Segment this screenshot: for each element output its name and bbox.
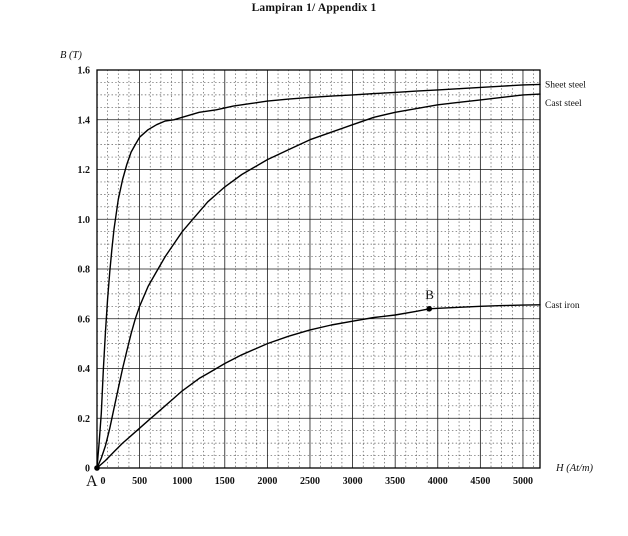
grid-major [96, 69, 540, 469]
y-tick-label: 0.4 [78, 364, 91, 375]
page-title: Lampiran 1/ Appendix 1 [251, 2, 377, 14]
point-A-dot [94, 465, 100, 471]
x-tick-label: 5000 [513, 476, 533, 487]
y-tick-label: 0.6 [78, 314, 91, 325]
y-tick-labels: 0 0.2 0.4 0.6 0.8 1.0 1.2 1.4 1.6 [78, 66, 91, 475]
x-tick-label: 3000 [343, 476, 363, 487]
x-tick-label: 2500 [300, 476, 320, 487]
y-tick-label: 1.4 [78, 115, 91, 126]
x-tick-label: 500 [132, 476, 147, 487]
series-label-cast-steel: Cast steel [545, 99, 582, 109]
x-tick-label: 0 [101, 476, 106, 487]
point-B-label: B [425, 287, 434, 302]
x-tick-label: 4000 [428, 476, 448, 487]
point-B: B [425, 287, 434, 312]
x-axis-label: H (At/m) [555, 463, 594, 474]
y-tick-label: 1.0 [78, 215, 91, 226]
y-tick-label: 0.8 [78, 265, 91, 276]
y-tick-label: 1.6 [78, 66, 91, 77]
y-axis-label: B (T) [60, 50, 82, 61]
point-B-dot [426, 306, 433, 312]
series-sheet-steel [96, 83, 541, 469]
x-tick-label: 1000 [172, 476, 192, 487]
point-A-label: A [86, 473, 98, 490]
series-cast-steel [96, 93, 541, 469]
x-tick-label: 2000 [257, 476, 277, 487]
plot-border [96, 69, 541, 469]
series-label-sheet-steel: Sheet steel [545, 80, 586, 90]
point-A: A [86, 465, 100, 490]
x-tick-label: 3500 [385, 476, 405, 487]
series-cast-iron [96, 304, 541, 469]
x-tick-labels: 0 500 1000 1500 2000 2500 3000 3500 4000 4500 5000 [101, 476, 533, 487]
grid-minor [96, 69, 541, 469]
series-label-cast-iron: Cast iron [545, 301, 580, 311]
y-tick-label: 1.2 [78, 165, 91, 176]
x-tick-label: 1500 [215, 476, 235, 487]
x-tick-label: 4500 [470, 476, 490, 487]
y-tick-label: 0 [85, 464, 90, 475]
y-tick-label: 0.2 [78, 414, 91, 425]
